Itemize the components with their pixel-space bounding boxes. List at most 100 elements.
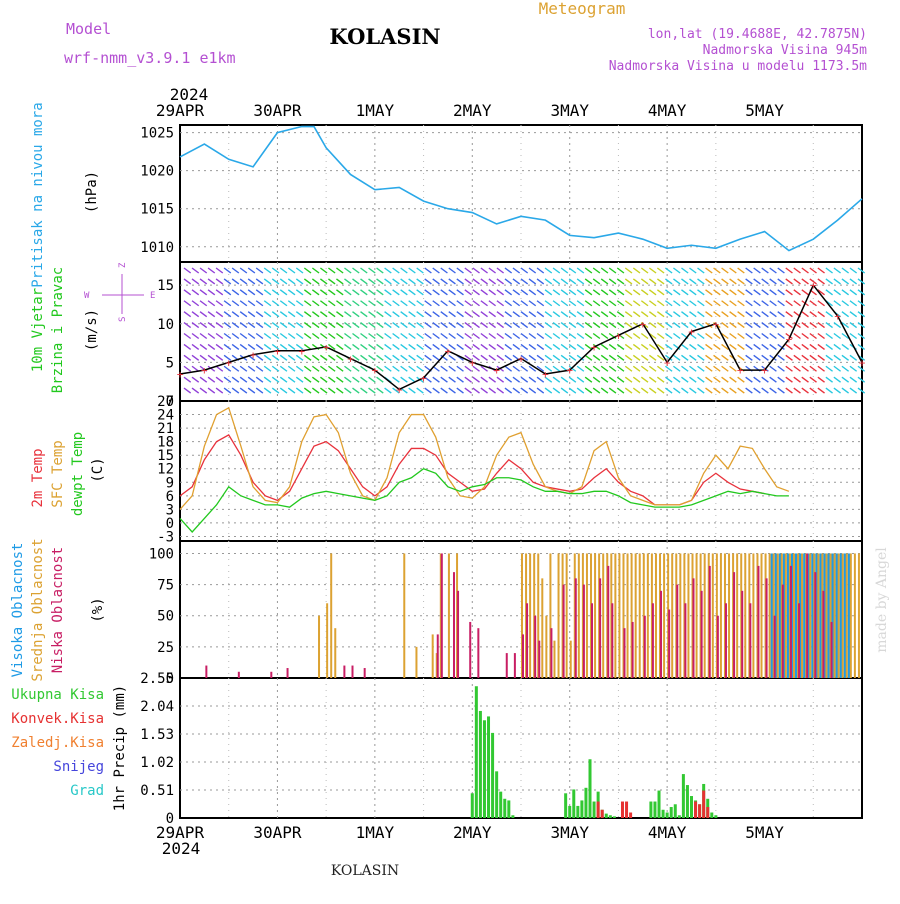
low-cloud-bar xyxy=(716,615,719,678)
wind-barb xyxy=(416,332,424,340)
wind-barb xyxy=(745,311,753,318)
wind-barb xyxy=(801,354,809,361)
wind-barb xyxy=(520,354,529,361)
wind-barb xyxy=(400,365,408,372)
wind-barb xyxy=(841,322,850,329)
wind-barb xyxy=(416,387,424,394)
pressure-tick-label: 1010 xyxy=(140,240,174,256)
wind-barb xyxy=(207,300,216,307)
wind-barb xyxy=(239,376,248,383)
wind-barb xyxy=(360,300,368,307)
mid-cloud-bar xyxy=(728,553,731,678)
wind-barb xyxy=(480,376,488,383)
wind-barb xyxy=(616,387,625,394)
wind-barb xyxy=(785,322,793,329)
wind-barb xyxy=(713,267,721,274)
wind-barb xyxy=(263,387,272,394)
cloud-tick-label: 100 xyxy=(149,546,174,562)
wind-barb xyxy=(520,322,529,329)
wind-barb xyxy=(640,387,649,394)
wind-barb xyxy=(376,365,384,372)
wind-barb xyxy=(183,365,192,372)
wind-barb xyxy=(705,322,713,329)
wind-barb xyxy=(271,387,280,394)
precip-total-bar xyxy=(470,793,474,818)
wind-barb xyxy=(584,365,593,372)
top-day-label: 4MAY xyxy=(648,101,687,120)
wind-barb xyxy=(560,322,569,329)
wind-barb xyxy=(552,332,561,340)
wind-barb xyxy=(295,332,304,340)
high-cloud-bar xyxy=(782,553,786,678)
wind-barb xyxy=(656,376,665,383)
wind-barb xyxy=(504,343,513,350)
wind-barb xyxy=(368,343,376,350)
low-cloud-bar xyxy=(538,640,541,678)
wind-barb xyxy=(616,354,625,361)
wind-gust-marker: + xyxy=(396,383,403,396)
wind-barb xyxy=(432,376,440,383)
wind-barb xyxy=(560,267,569,274)
wind-barb xyxy=(560,387,569,394)
wind-barb xyxy=(191,387,200,394)
low-cloud-bar xyxy=(814,572,817,678)
high-cloud-bar xyxy=(799,553,803,678)
wind-barb xyxy=(207,354,216,361)
wind-barb xyxy=(568,343,577,350)
temp-tick-label: 12 xyxy=(157,462,174,478)
wind-barb xyxy=(504,365,513,372)
wind-barb xyxy=(472,311,480,318)
wind-barb xyxy=(440,267,448,274)
wind-barb xyxy=(215,343,224,350)
wind-barb xyxy=(472,387,480,394)
precip-total-bar xyxy=(482,720,486,818)
model-elevation-text: Nadmorska Visina u modelu 1173.5m xyxy=(609,59,867,74)
mid-cloud-bar xyxy=(829,553,832,678)
wind-barb xyxy=(392,311,400,318)
wind-barb xyxy=(231,387,240,394)
wind-barb xyxy=(632,387,641,394)
wind-barb xyxy=(769,322,777,329)
wind-barb xyxy=(255,365,264,372)
wind-barb xyxy=(849,311,858,318)
wind-barb xyxy=(656,332,665,340)
wind-barb xyxy=(496,289,505,296)
wind-barb xyxy=(464,387,472,394)
wind-barb xyxy=(673,376,681,383)
wind-barb xyxy=(504,311,513,318)
low-cloud-bar xyxy=(599,578,602,678)
wind-barb xyxy=(352,387,360,394)
mid-cloud-bar xyxy=(833,553,836,678)
wind-barb xyxy=(319,365,328,372)
precip-total-bar xyxy=(714,815,718,818)
wind-barb xyxy=(648,332,657,340)
low-cloud-bar xyxy=(623,628,626,678)
wind-barb xyxy=(841,376,850,383)
wind-barb xyxy=(191,311,200,318)
wind-barb xyxy=(255,267,264,274)
wind-barb xyxy=(544,267,553,274)
wind-gust-marker: + xyxy=(518,353,525,366)
low-cloud-bar xyxy=(534,615,537,678)
wind-barb xyxy=(753,343,761,350)
wind-barb xyxy=(472,332,480,340)
wind-barb xyxy=(496,300,505,307)
wind-barb xyxy=(737,343,745,350)
low-cloud-bar xyxy=(205,665,208,678)
wind-barb xyxy=(576,289,585,296)
wind-barb xyxy=(729,332,737,340)
wind-barb xyxy=(673,300,681,307)
wind-barb xyxy=(664,376,673,383)
wind-barb xyxy=(352,376,360,383)
mid-cloud-bar xyxy=(768,553,771,678)
wind-barb xyxy=(737,376,745,383)
wind-barb xyxy=(785,278,793,285)
wind-barb xyxy=(504,322,513,329)
wind-barb xyxy=(656,289,665,296)
high-cloud-bar xyxy=(823,553,827,678)
wind-barb xyxy=(520,300,529,307)
wind-barb xyxy=(793,278,801,285)
precip-total-bar xyxy=(665,812,669,818)
wind-barb xyxy=(336,354,344,361)
wind-barb xyxy=(520,387,529,394)
